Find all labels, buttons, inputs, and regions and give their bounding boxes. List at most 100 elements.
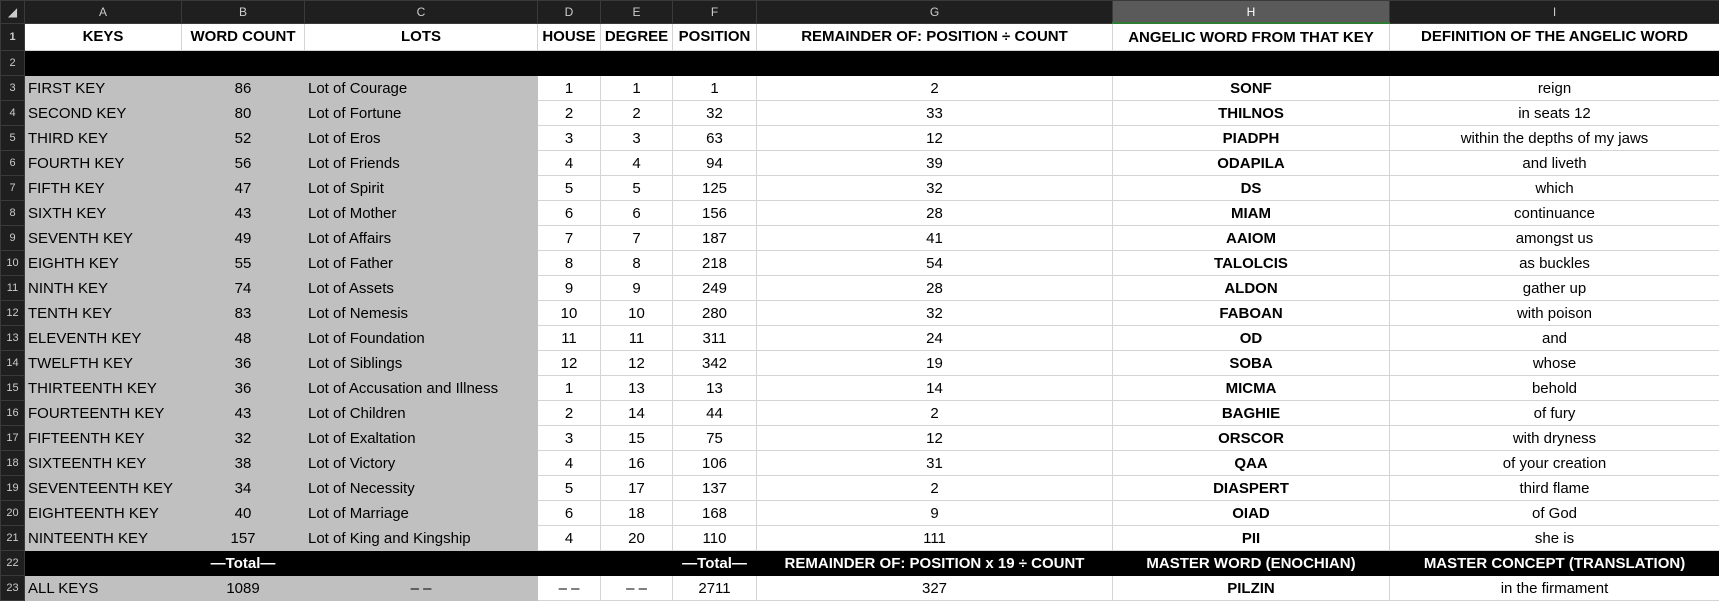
- cell-H6[interactable]: ODAPILA: [1113, 151, 1390, 176]
- cell-B21[interactable]: 157: [182, 526, 305, 551]
- cell-B23[interactable]: 1089: [182, 576, 305, 601]
- cell-B12[interactable]: 83: [182, 301, 305, 326]
- row-header[interactable]: 8: [1, 201, 25, 226]
- cell-D2[interactable]: [538, 51, 601, 76]
- cell-I17[interactable]: with dryness: [1390, 426, 1719, 451]
- cell-G18[interactable]: 31: [757, 451, 1113, 476]
- column-header-F[interactable]: F: [673, 1, 757, 24]
- cell-G23[interactable]: 327: [757, 576, 1113, 601]
- cell-H7[interactable]: DS: [1113, 176, 1390, 201]
- cell-B16[interactable]: 43: [182, 401, 305, 426]
- cell-B7[interactable]: 47: [182, 176, 305, 201]
- cell-A20[interactable]: EIGHTEENTH KEY: [25, 501, 182, 526]
- row-header[interactable]: 16: [1, 401, 25, 426]
- cell-G4[interactable]: 33: [757, 101, 1113, 126]
- cell-D3[interactable]: 1: [538, 76, 601, 101]
- row-header[interactable]: 7: [1, 176, 25, 201]
- cell-D9[interactable]: 7: [538, 226, 601, 251]
- cell-C17[interactable]: Lot of Exaltation: [305, 426, 538, 451]
- cell-D19[interactable]: 5: [538, 476, 601, 501]
- cell-C21[interactable]: Lot of King and Kingship: [305, 526, 538, 551]
- cell-H10[interactable]: TALOLCIS: [1113, 251, 1390, 276]
- cell-F23[interactable]: 2711: [673, 576, 757, 601]
- row-header[interactable]: 12: [1, 301, 25, 326]
- cell-F9[interactable]: 187: [673, 226, 757, 251]
- row-header[interactable]: 21: [1, 526, 25, 551]
- cell-I19[interactable]: third flame: [1390, 476, 1719, 501]
- cell-G8[interactable]: 28: [757, 201, 1113, 226]
- row-header[interactable]: 1: [1, 23, 25, 51]
- cell-I21[interactable]: she is: [1390, 526, 1719, 551]
- cell-E19[interactable]: 17: [601, 476, 673, 501]
- cell-F3[interactable]: 1: [673, 76, 757, 101]
- row-header[interactable]: 17: [1, 426, 25, 451]
- cell-H16[interactable]: BAGHIE: [1113, 401, 1390, 426]
- cell-A7[interactable]: FIFTH KEY: [25, 176, 182, 201]
- row-header[interactable]: 23: [1, 576, 25, 601]
- cell-G11[interactable]: 28: [757, 276, 1113, 301]
- cell-I6[interactable]: and liveth: [1390, 151, 1719, 176]
- cell-A9[interactable]: SEVENTH KEY: [25, 226, 182, 251]
- cell-B3[interactable]: 86: [182, 76, 305, 101]
- cell-C4[interactable]: Lot of Fortune: [305, 101, 538, 126]
- cell-I1[interactable]: DEFINITION OF THE ANGELIC WORD: [1390, 23, 1719, 51]
- cell-E16[interactable]: 14: [601, 401, 673, 426]
- row-header[interactable]: 3: [1, 76, 25, 101]
- cell-D13[interactable]: 11: [538, 326, 601, 351]
- cell-F11[interactable]: 249: [673, 276, 757, 301]
- row-header[interactable]: 22: [1, 551, 25, 576]
- cell-I3[interactable]: reign: [1390, 76, 1719, 101]
- cell-F17[interactable]: 75: [673, 426, 757, 451]
- row-header[interactable]: 9: [1, 226, 25, 251]
- cell-I14[interactable]: whose: [1390, 351, 1719, 376]
- cell-H13[interactable]: OD: [1113, 326, 1390, 351]
- cell-I15[interactable]: behold: [1390, 376, 1719, 401]
- cell-F5[interactable]: 63: [673, 126, 757, 151]
- cell-A4[interactable]: SECOND KEY: [25, 101, 182, 126]
- cell-G19[interactable]: 2: [757, 476, 1113, 501]
- cell-D17[interactable]: 3: [538, 426, 601, 451]
- cell-C12[interactable]: Lot of Nemesis: [305, 301, 538, 326]
- cell-A13[interactable]: ELEVENTH KEY: [25, 326, 182, 351]
- cell-C3[interactable]: Lot of Courage: [305, 76, 538, 101]
- cell-B5[interactable]: 52: [182, 126, 305, 151]
- cell-F13[interactable]: 311: [673, 326, 757, 351]
- cell-A21[interactable]: NINTEENTH KEY: [25, 526, 182, 551]
- cell-A12[interactable]: TENTH KEY: [25, 301, 182, 326]
- cell-H18[interactable]: QAA: [1113, 451, 1390, 476]
- cell-I12[interactable]: with poison: [1390, 301, 1719, 326]
- cell-H19[interactable]: DIASPERT: [1113, 476, 1390, 501]
- cell-D7[interactable]: 5: [538, 176, 601, 201]
- cell-G14[interactable]: 19: [757, 351, 1113, 376]
- cell-G22[interactable]: REMAINDER OF: POSITION x 19 ÷ COUNT: [757, 551, 1113, 576]
- row-header[interactable]: 10: [1, 251, 25, 276]
- column-header-G[interactable]: G: [757, 1, 1113, 24]
- cell-F12[interactable]: 280: [673, 301, 757, 326]
- cell-H14[interactable]: SOBA: [1113, 351, 1390, 376]
- cell-F10[interactable]: 218: [673, 251, 757, 276]
- cell-G21[interactable]: 111: [757, 526, 1113, 551]
- cell-I10[interactable]: as buckles: [1390, 251, 1719, 276]
- row-header[interactable]: 6: [1, 151, 25, 176]
- cell-C9[interactable]: Lot of Affairs: [305, 226, 538, 251]
- cell-D12[interactable]: 10: [538, 301, 601, 326]
- cell-H15[interactable]: MICMA: [1113, 376, 1390, 401]
- cell-B11[interactable]: 74: [182, 276, 305, 301]
- cell-B9[interactable]: 49: [182, 226, 305, 251]
- cell-E17[interactable]: 15: [601, 426, 673, 451]
- cell-E10[interactable]: 8: [601, 251, 673, 276]
- cell-I5[interactable]: within the depths of my jaws: [1390, 126, 1719, 151]
- cell-B10[interactable]: 55: [182, 251, 305, 276]
- cell-C22[interactable]: [305, 551, 538, 576]
- cell-B6[interactable]: 56: [182, 151, 305, 176]
- cell-I13[interactable]: and: [1390, 326, 1719, 351]
- cell-F20[interactable]: 168: [673, 501, 757, 526]
- cell-A14[interactable]: TWELFTH KEY: [25, 351, 182, 376]
- cell-I22[interactable]: MASTER CONCEPT (TRANSLATION): [1390, 551, 1719, 576]
- cell-H2[interactable]: [1113, 51, 1390, 76]
- cell-C16[interactable]: Lot of Children: [305, 401, 538, 426]
- cell-F18[interactable]: 106: [673, 451, 757, 476]
- row-header[interactable]: 18: [1, 451, 25, 476]
- cell-C13[interactable]: Lot of Foundation: [305, 326, 538, 351]
